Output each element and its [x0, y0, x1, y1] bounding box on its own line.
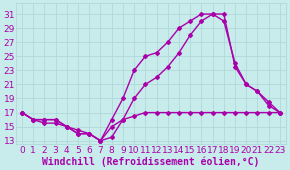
X-axis label: Windchill (Refroidissement éolien,°C): Windchill (Refroidissement éolien,°C) [42, 156, 260, 167]
